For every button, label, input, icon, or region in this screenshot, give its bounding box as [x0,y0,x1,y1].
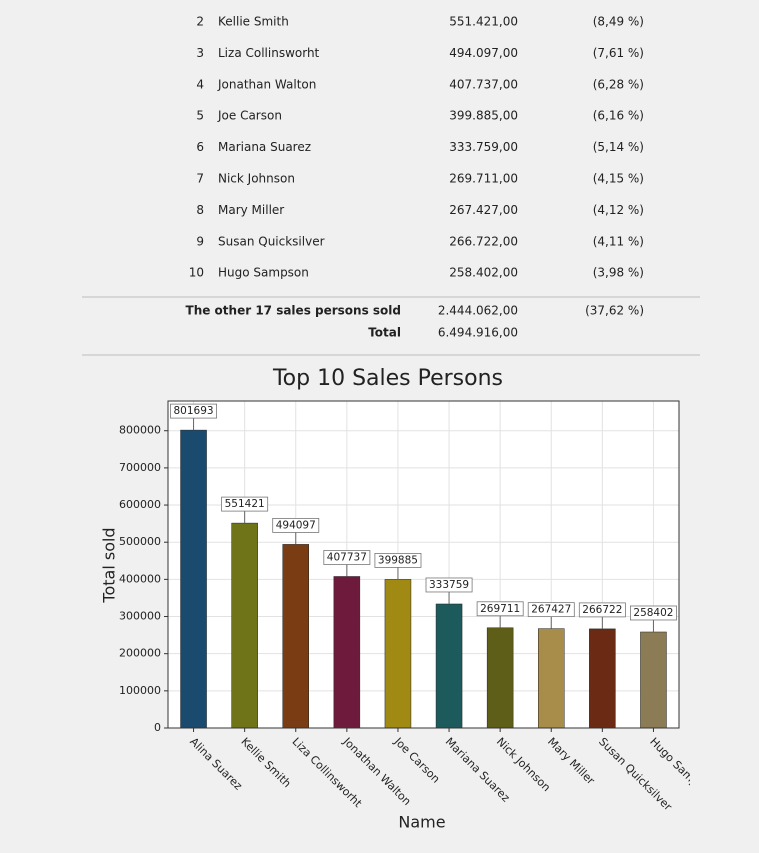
y-tick-label: 800000 [119,424,161,437]
data-label: 399885 [378,554,418,566]
other-percent: (37,62 %) [585,304,644,318]
x-tick-label: Joe Carson [391,734,442,785]
bar [333,576,361,729]
name: Liza Collinsworht [218,46,320,60]
rank: 10 [189,266,204,280]
amount: 494.097,00 [449,46,518,60]
data-label: 266722 [582,604,622,616]
y-tick-label: 0 [154,721,161,734]
amount: 407.737,00 [449,77,518,91]
data-label-box [527,602,575,618]
total-label: Total [368,326,401,340]
amount: 333.759,00 [449,140,518,154]
rank: 5 [196,109,204,123]
percent: (3,98 %) [593,266,644,280]
rank: 4 [196,77,204,91]
bar [282,544,309,729]
name: Mariana Suarez [218,140,311,154]
rank: 8 [196,203,204,217]
percent: (8,49 %) [593,15,644,29]
amount: 266.722,00 [449,234,518,248]
other-label: The other 17 sales persons sold [186,304,401,318]
bar [435,603,463,729]
x-tick-label: Kellie Smith [238,735,293,790]
y-tick-label: 600000 [119,498,161,511]
percent: (4,11 %) [593,234,644,248]
data-label: 258402 [633,607,673,619]
y-tick-label: 100000 [119,684,161,697]
data-label-box [476,601,524,617]
data-label: 801693 [174,405,214,417]
name: Susan Quicksilver [218,234,325,248]
y-tick-label: 500000 [119,535,161,548]
rank: 6 [196,140,204,154]
rank: 3 [196,46,204,60]
percent: (7,61 %) [593,46,644,60]
other-amount: 2.444.062,00 [438,304,518,318]
y-axis-label: Total sold [100,527,119,603]
data-label: 494097 [276,519,316,531]
data-label: 551421 [225,498,265,510]
amount: 551.421,00 [449,15,518,29]
data-label-box [630,605,677,621]
bar [589,628,616,729]
chart-title: Top 10 Sales Persons [272,366,503,391]
amount: 269.711,00 [449,172,518,186]
data-label-box [323,550,371,565]
percent: (5,14 %) [593,140,644,154]
percent: (6,16 %) [593,109,644,123]
data-label-box [374,553,422,568]
data-label-box [425,577,473,593]
percent: (4,15 %) [593,172,644,186]
rank: 7 [196,172,204,186]
data-label: 269711 [480,603,520,615]
y-tick-label: 200000 [119,647,161,660]
percent: (4,12 %) [593,203,644,217]
data-label-box [578,602,626,618]
bar [180,429,207,729]
name: Kellie Smith [218,15,289,29]
bar [538,628,565,729]
x-tick-label: Mary Miller [545,735,597,787]
data-label-box [272,517,320,533]
total-amount: 6.494.916,00 [438,326,518,340]
y-tick-label: 400000 [119,572,161,585]
name: Hugo Sampson [218,266,309,280]
plot-border [167,400,680,729]
rank: 2 [196,15,204,29]
y-tick-label: 700000 [119,461,161,474]
name: Joe Carson [217,109,282,123]
data-label: 407737 [327,551,367,563]
bar [231,522,258,729]
bar [384,579,412,729]
y-tick-label: 300000 [119,610,161,623]
name: Nick Johnson [218,172,295,186]
percent: (6,28 %) [593,77,644,91]
rank: 9 [196,234,204,248]
bar [486,627,514,729]
data-label: 267427 [531,604,571,616]
amount: 258.402,00 [449,266,518,280]
data-label-box [221,496,269,512]
name: Mary Miller [218,203,284,217]
amount: 267.427,00 [449,203,518,217]
amount: 399.885,00 [449,109,518,123]
name: Jonathan Walton [217,77,316,91]
x-axis-label: Name [398,813,445,832]
bar [640,631,667,729]
data-label-box [170,403,217,419]
data-label: 333759 [429,579,469,591]
x-tick-label: Alina Suarez [187,735,245,793]
